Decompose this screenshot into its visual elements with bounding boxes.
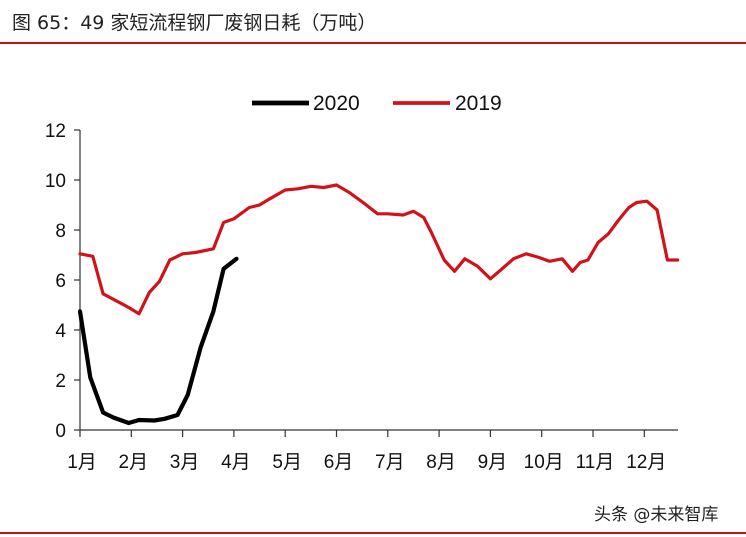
series-line-2020 [77, 256, 239, 426]
figure-title: 图 65：49 家短流程钢厂废钢日耗（万吨） [12, 12, 377, 34]
x-tick-label: 9月 [478, 452, 508, 473]
chart-axes: 0 2 4 6 8 10 12 1月 2月 3月 4月 5月 6月 7月 8月 9月 10月 11月 12月 [45, 121, 678, 473]
chart-legend: 2020 2019 [252, 92, 502, 115]
x-tick-label: 2月 [119, 452, 149, 473]
x-tick-label: 3月 [170, 452, 200, 473]
y-tick-label: 6 [55, 271, 66, 292]
x-tick-label: 6月 [324, 452, 354, 473]
watermark: 头条 @未来智库 [594, 505, 719, 525]
bottom-rule [0, 532, 746, 534]
legend-label-2019: 2019 [455, 92, 502, 115]
x-tick-label: 5月 [272, 452, 302, 473]
x-tick-label: 11月 [576, 452, 615, 473]
chart-series [77, 183, 680, 426]
y-tick-label: 8 [55, 221, 66, 242]
series-line-2019 [78, 183, 680, 316]
x-tick-label: 1月 [67, 452, 97, 473]
y-tick-label: 10 [45, 171, 66, 192]
x-tick-label: 10月 [524, 452, 564, 473]
x-tick-label: 8月 [426, 452, 456, 473]
legend-label-2020: 2020 [313, 92, 360, 115]
x-tick-label: 12月 [626, 452, 666, 473]
x-tick-label: 7月 [375, 452, 405, 473]
y-tick-label: 12 [45, 121, 66, 142]
y-tick-label: 4 [55, 321, 66, 342]
y-tick-label: 2 [55, 371, 66, 392]
title-rule [0, 42, 746, 44]
x-tick-label: 4月 [221, 452, 251, 473]
y-tick-label: 0 [55, 421, 66, 442]
